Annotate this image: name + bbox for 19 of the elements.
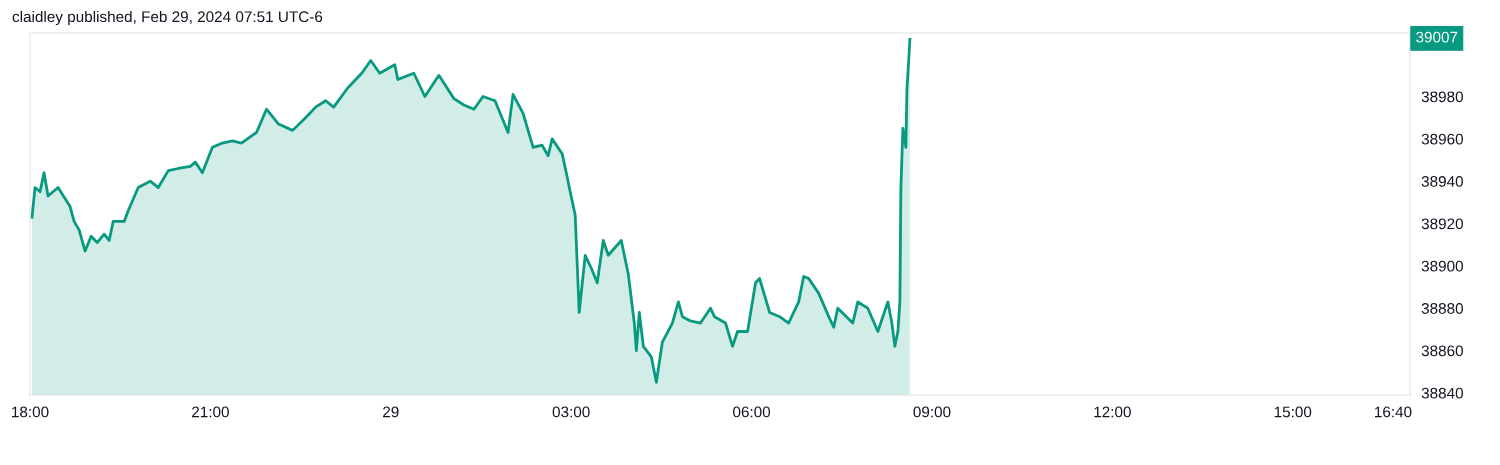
x-tick-label: 21:00	[192, 406, 229, 418]
x-tick-label: 09:00	[913, 406, 951, 418]
text: 39007	[1416, 31, 1458, 43]
y-tick-label: 38860	[1421, 345, 1463, 357]
x-tick-label: 06:00	[733, 406, 771, 418]
y-tick-label: 38900	[1421, 260, 1463, 272]
chart-title: claidley published, Feb 29, 2024 07:51 UTC-6	[12, 10, 323, 26]
x-tick-label: 03:00	[552, 406, 590, 418]
y-tick-label: 38980	[1421, 91, 1463, 103]
x-tick-label: 15:00	[1274, 406, 1312, 418]
y-tick-label: 38880	[1421, 303, 1463, 314]
x-tick-label: 16:40	[1375, 406, 1412, 418]
y-tick-label: 38920	[1421, 218, 1463, 230]
x-tick-label: 29	[383, 406, 399, 418]
x-tick-label: 12:00	[1094, 406, 1131, 418]
y-tick-label: 38840	[1421, 387, 1463, 399]
y-tick-label: 38940	[1421, 176, 1463, 187]
x-tick-label: 18:00	[12, 406, 49, 418]
y-tick-label: 38960	[1421, 133, 1463, 145]
